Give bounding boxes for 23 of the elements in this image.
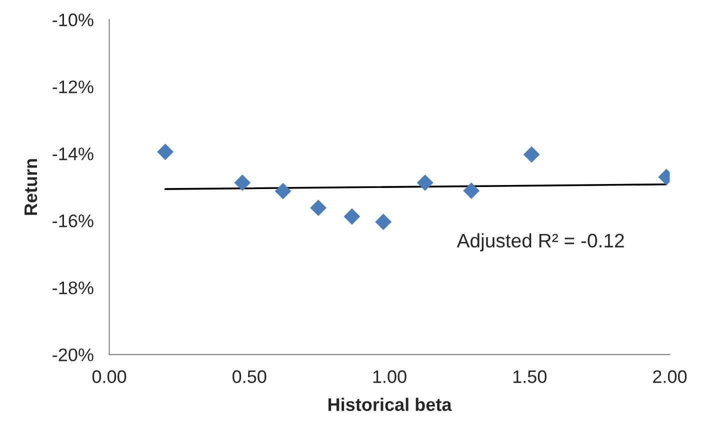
x-tick-label: 1.50	[513, 370, 546, 384]
point	[523, 146, 540, 163]
point	[310, 200, 327, 216]
y-tick-label: -16%	[52, 214, 94, 228]
x-tick-label: 1.00	[373, 370, 406, 384]
point	[375, 214, 392, 230]
y-tick-label: -18%	[52, 281, 94, 294]
point	[234, 174, 251, 191]
x-tick-label: 2.00	[653, 370, 687, 384]
y-tick-label: -12%	[52, 80, 94, 94]
x-axis-title: Historical beta	[328, 398, 452, 412]
y-tick-label: -10%	[52, 14, 94, 26]
point	[157, 144, 174, 160]
point	[344, 208, 360, 225]
point	[416, 174, 434, 191]
y-tick-label: -14%	[52, 148, 94, 160]
point	[463, 182, 480, 199]
x-tick-label: 0.00	[92, 370, 126, 384]
point	[274, 182, 292, 200]
y-axis-title: Return	[24, 159, 38, 215]
x-tick-label: 0.50	[232, 370, 266, 384]
y-tick-label: -20%	[52, 348, 94, 362]
annotation: Adjusted R² = -0.12	[456, 233, 624, 252]
